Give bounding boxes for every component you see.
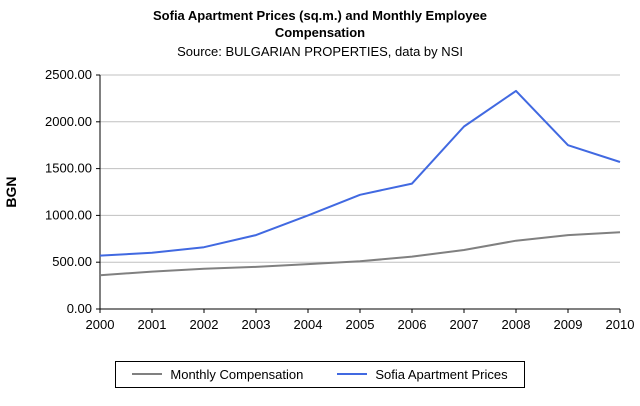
x-tick-label: 2008	[502, 317, 531, 332]
y-tick-label: 0.00	[67, 301, 92, 316]
legend-item-sofia-apartment-prices: Sofia Apartment Prices	[337, 366, 508, 382]
y-tick-label: 1000.00	[45, 207, 92, 222]
series-line-monthly-compensation	[99, 230, 621, 277]
x-tick-label: 2006	[398, 317, 427, 332]
x-tick-label: 2009	[554, 317, 583, 332]
y-tick-label: 1500.00	[45, 160, 92, 175]
y-axis-label: BGN	[3, 176, 19, 207]
x-tick-label: 2004	[294, 317, 323, 332]
x-tick-label: 2005	[346, 317, 375, 332]
x-tick-label: 2003	[242, 317, 271, 332]
legend: Monthly Compensation Sofia Apartment Pric…	[0, 360, 640, 388]
y-tick-label: 2500.00	[45, 67, 92, 82]
chart-title: Sofia Apartment Prices (sq.m.) and Month…	[153, 8, 487, 40]
y-tick-label: 2000.00	[45, 114, 92, 129]
series-line-sofia-apartment-prices	[99, 89, 621, 257]
line-chart: BGN 0.00 500.00 1000.00 1500.00 2000.00 2500.…	[3, 67, 635, 332]
chart-subtitle: Source: BULGARIAN PROPERTIES, data by NS…	[177, 43, 463, 59]
legend-item-monthly-compensation: Monthly Compensation	[132, 367, 303, 382]
x-tick-label: 2001	[138, 317, 167, 332]
y-tick-label: 500.00	[52, 254, 92, 269]
legend-color-sample	[132, 373, 163, 376]
x-tick-label: 2007	[450, 317, 479, 332]
x-tick-label: 2010	[606, 317, 635, 332]
legend-box: Monthly Compensation Sofia Apartment Pric…	[115, 360, 525, 388]
legend-color-sample	[337, 373, 368, 376]
x-tick-label: 2000	[86, 317, 115, 332]
x-tick-label: 2002	[190, 317, 219, 332]
legend-label: Sofia Apartment Prices	[375, 366, 508, 382]
legend-label: Monthly Compensation	[170, 366, 304, 382]
